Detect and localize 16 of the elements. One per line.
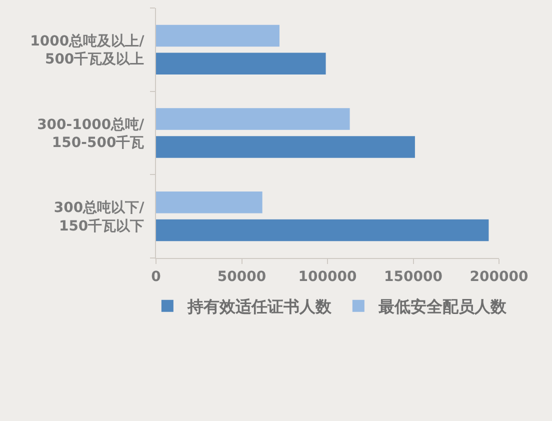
bar	[156, 108, 350, 130]
y-tick-label: 300-1000总吨/ 150-500千瓦	[37, 116, 146, 151]
bar	[156, 52, 326, 75]
x-tick-label: 150000	[384, 268, 443, 285]
y-tick-label: 1000总吨及以上/ 500千瓦及以上	[30, 33, 146, 68]
y-tick-label: 300总吨以下/ 150千瓦以下	[54, 200, 146, 234]
legend-label: 最低安全配员人数	[377, 297, 508, 316]
bar	[156, 191, 262, 214]
x-tick-label: 0	[151, 268, 162, 285]
bar	[156, 24, 280, 47]
legend-label: 持有效适任证书人数	[186, 297, 332, 316]
bar	[156, 136, 415, 158]
x-tick-label: 50000	[217, 268, 266, 285]
x-tick-label: 200000	[470, 268, 528, 285]
x-tick-label: 100000	[298, 268, 357, 285]
bar	[156, 219, 489, 242]
